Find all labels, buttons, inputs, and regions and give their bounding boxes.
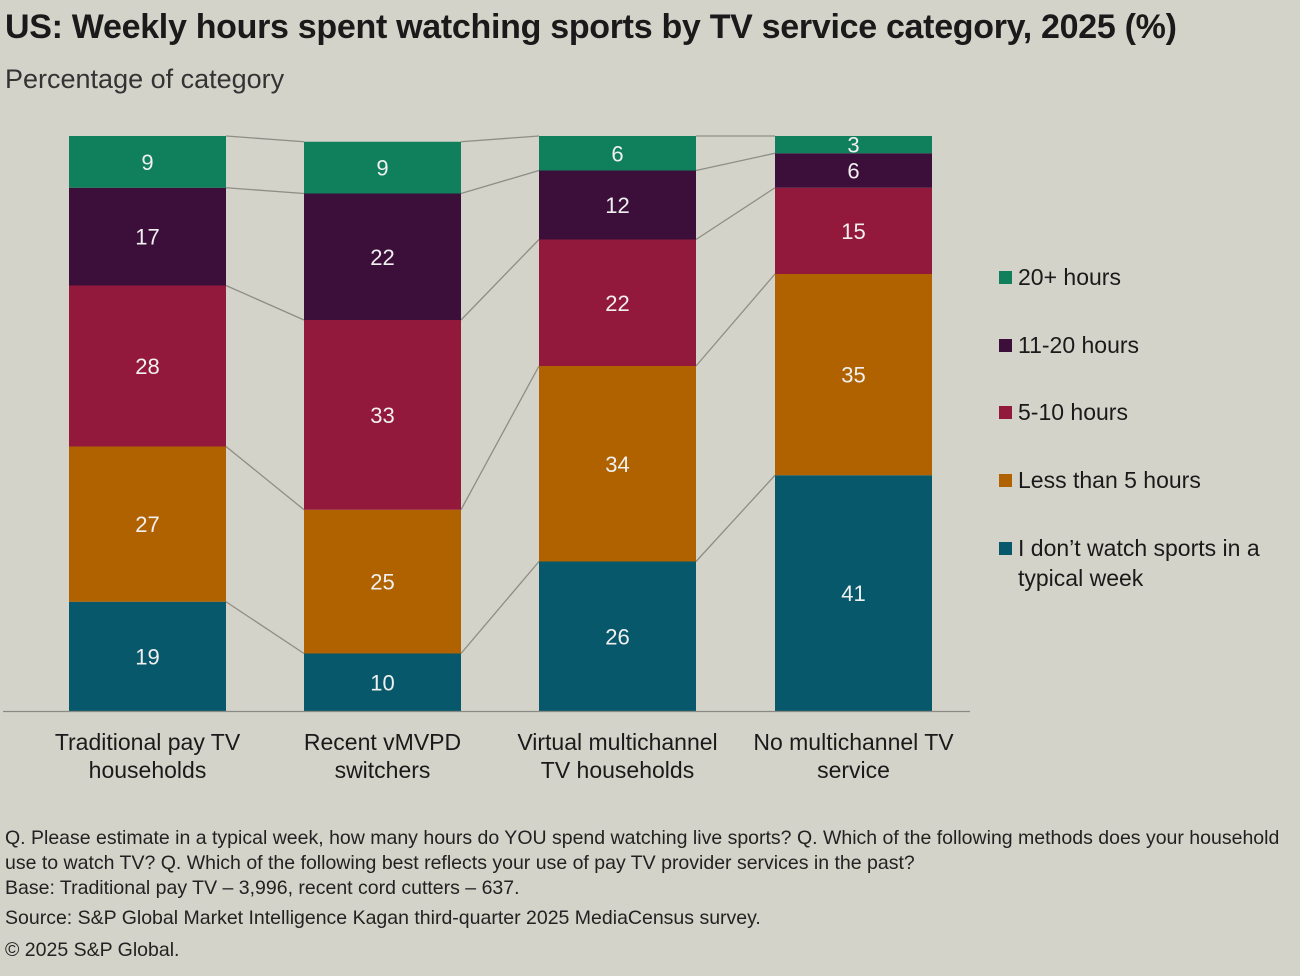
- bar-segment: [539, 239, 696, 366]
- legend-swatch: [999, 542, 1012, 555]
- chart-title: US: Weekly hours spent watching sports b…: [5, 8, 1177, 46]
- legend-swatch: [999, 474, 1012, 487]
- connector-line: [225, 187, 305, 195]
- footnote-source: Source: S&P Global Market Intelligence K…: [5, 907, 761, 929]
- chart-subtitle: Percentage of category: [5, 64, 285, 94]
- footnote-copyright: © 2025 S&P Global.: [5, 939, 180, 961]
- data-label: 35: [841, 363, 865, 388]
- x-tick-label: switchers: [335, 757, 431, 783]
- connector-line: [460, 239, 540, 321]
- bar-segment: [69, 136, 226, 188]
- footnotes: Q. Please estimate in a typical week, ho…: [5, 826, 1295, 963]
- x-tick-label: Recent vMVPD: [304, 729, 461, 755]
- footnote-question: Q. Please estimate in a typical week, ho…: [5, 827, 1280, 874]
- data-label: 28: [135, 354, 159, 379]
- data-label: 41: [841, 581, 865, 606]
- data-label: 34: [605, 452, 629, 477]
- connector-line: [695, 474, 776, 562]
- legend-swatch: [999, 406, 1012, 419]
- x-tick-label: households: [89, 757, 207, 783]
- bar-segment: [304, 141, 461, 194]
- connector-line: [460, 561, 540, 654]
- bar-segment: [775, 475, 932, 711]
- bar-segment: [69, 446, 226, 602]
- x-tick-label: Traditional pay TV: [55, 729, 241, 755]
- legend-label: 5-10 hours: [1018, 399, 1128, 425]
- legend-label: Less than 5 hours: [1018, 467, 1201, 493]
- data-label: 6: [847, 159, 859, 184]
- bar-segment: [775, 136, 932, 154]
- bar-segment: [69, 187, 226, 286]
- data-label: 9: [141, 150, 153, 175]
- data-label: 15: [841, 219, 865, 244]
- bar-segment: [304, 653, 461, 711]
- x-tick-label: Virtual multichannel: [517, 729, 717, 755]
- connector-line: [225, 135, 305, 143]
- connector-line: [460, 365, 540, 511]
- footnote-base: Base: Traditional pay TV – 3,996, recent…: [5, 877, 520, 899]
- data-label: 17: [135, 225, 159, 250]
- bar-segment: [69, 601, 226, 711]
- legend-swatch: [999, 271, 1012, 284]
- data-label: 19: [135, 644, 159, 669]
- connector-line: [225, 601, 305, 655]
- legend-label: 11-20 hours: [1018, 332, 1139, 358]
- legend-label: 20+ hours: [1018, 264, 1121, 290]
- data-label: 10: [370, 670, 394, 695]
- data-label: 9: [376, 156, 388, 181]
- data-label: 6: [611, 141, 623, 166]
- legend-label: I don’t watch sports in a: [1018, 535, 1260, 561]
- x-tick-label: service: [817, 757, 890, 783]
- data-label: 33: [370, 403, 394, 428]
- x-tick-label: No multichannel TV: [753, 729, 954, 755]
- connector-line: [225, 284, 305, 321]
- data-label: 27: [135, 512, 159, 537]
- legend-label: typical week: [1018, 565, 1144, 591]
- legend-swatch: [999, 339, 1012, 352]
- bar-segment: [539, 170, 696, 240]
- bar-segment: [539, 561, 696, 711]
- connector-line: [460, 169, 540, 195]
- data-label: 3: [847, 133, 859, 158]
- data-label: 22: [370, 245, 394, 270]
- bar-segment: [775, 153, 932, 188]
- bar-segment: [304, 320, 461, 510]
- connector-line: [695, 273, 776, 367]
- stacked-bar-chart: 19272817910253322926342212641351563Tradi…: [3, 133, 1260, 783]
- data-label: 22: [605, 291, 629, 316]
- bar-segment: [69, 285, 226, 447]
- connector-line: [695, 187, 776, 241]
- connector-line: [695, 152, 776, 172]
- bar-segment: [539, 366, 696, 562]
- bar-segment: [539, 136, 696, 171]
- bar-segment: [304, 509, 461, 654]
- bar-segment: [775, 187, 932, 274]
- bar-segment: [775, 274, 932, 476]
- connector-line: [225, 445, 305, 511]
- x-tick-label: TV households: [541, 757, 694, 783]
- data-label: 25: [370, 570, 394, 595]
- data-label: 12: [605, 193, 629, 218]
- bar-segment: [304, 193, 461, 320]
- connector-line: [460, 135, 540, 143]
- data-label: 26: [605, 624, 629, 649]
